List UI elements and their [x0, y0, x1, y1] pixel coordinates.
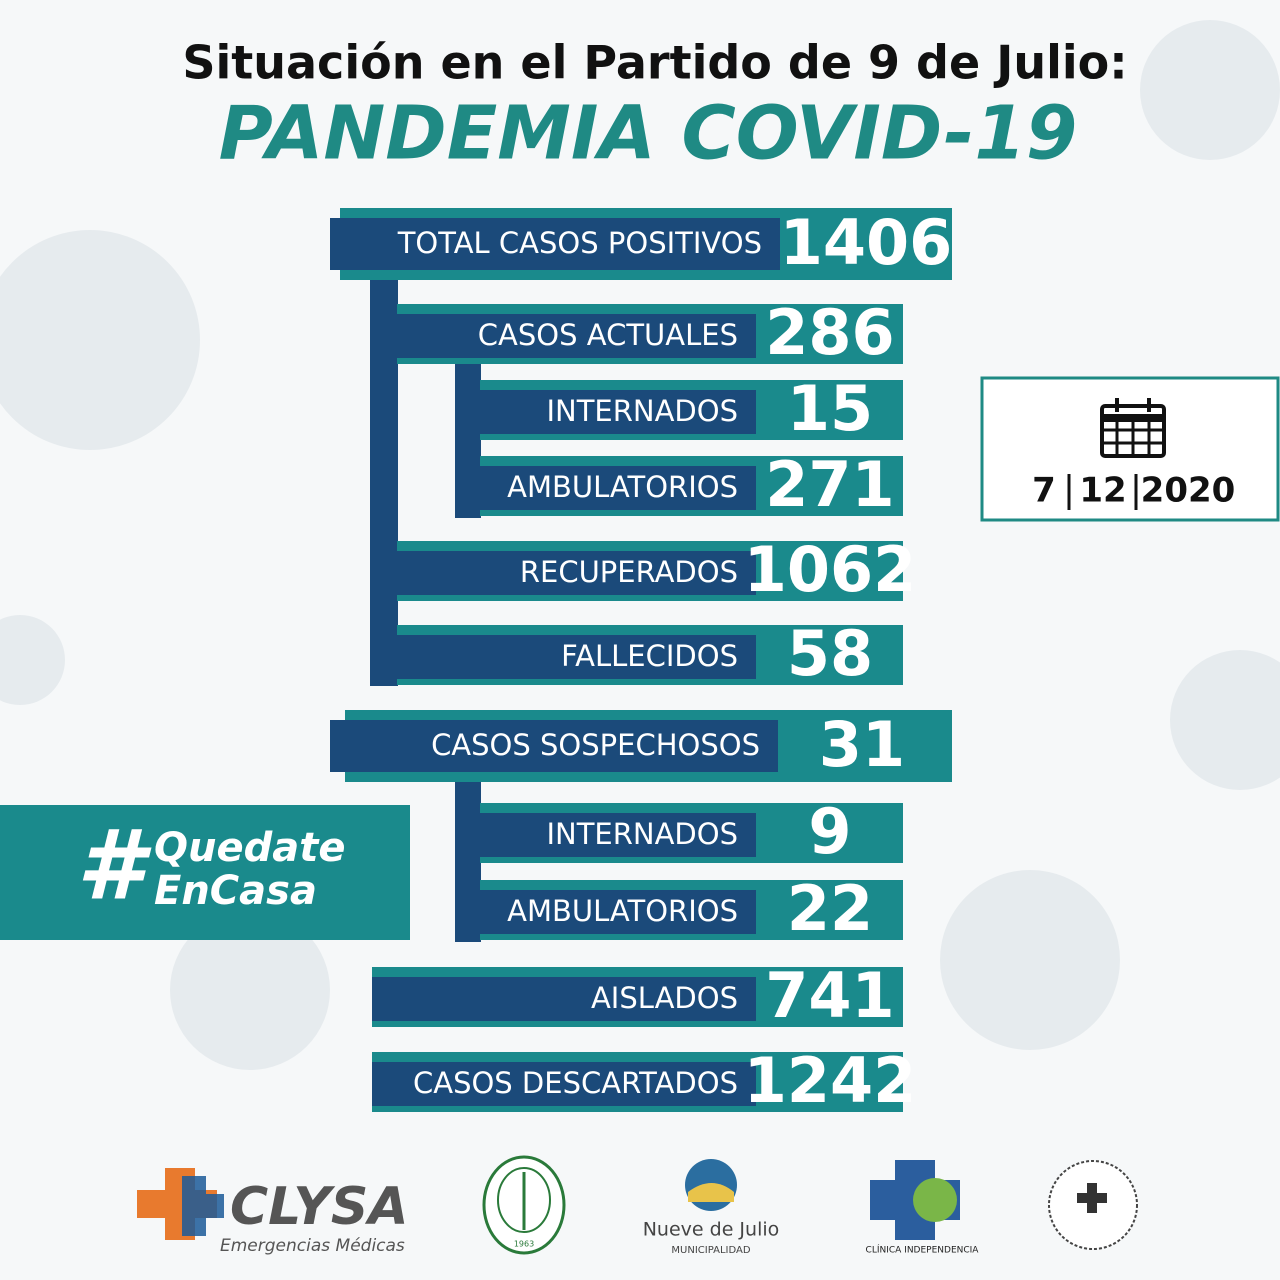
- stat-label-box: [330, 720, 778, 772]
- stat-label-box: [480, 466, 756, 510]
- date-box: [980, 376, 1280, 522]
- logo-text: MUNICIPALIDAD: [671, 1245, 750, 1256]
- stat-label-box: [397, 635, 756, 679]
- stat-label: INTERNADOS: [546, 394, 738, 428]
- logo-text: CLYSA: [230, 1177, 409, 1237]
- logo-text: Emergencias Médicas: [220, 1236, 405, 1256]
- stat-label: CASOS ACTUALES: [478, 318, 738, 352]
- date-year: 2020: [1141, 471, 1236, 511]
- hashtag-symbol: #: [77, 809, 152, 921]
- virus-decoration: [0, 20, 1280, 1070]
- stat-label: AMBULATORIOS: [507, 894, 738, 928]
- subtitle: PANDEMIA COVID-19: [219, 91, 1078, 177]
- logo-juzgado: [1048, 1160, 1138, 1250]
- hashtag-text: Quedate: [154, 825, 345, 871]
- stat-value: 58: [787, 617, 873, 690]
- logo-text: Nueve de Julio: [643, 1219, 780, 1241]
- stat-label: TOTAL CASOS POSITIVOS: [397, 226, 762, 260]
- logo-text: CLÍNICA INDEPENDENCIA: [866, 1244, 980, 1256]
- stat-value: 1242: [744, 1044, 917, 1117]
- date-day: 7: [1032, 471, 1056, 511]
- stat-rows: TOTAL CASOS POSITIVOS 1406 CASOS ACTUALES 2…: [330, 206, 952, 1117]
- stat-label: AMBULATORIOS: [507, 470, 738, 504]
- logo-clinica: CLÍNICA INDEPENDENCIA: [866, 1160, 980, 1256]
- stat-label: CASOS SOSPECHOSOS: [431, 728, 760, 762]
- stat-label: RECUPERADOS: [520, 555, 738, 589]
- stat-label-box: [397, 314, 756, 358]
- stat-label-box: [372, 1062, 756, 1106]
- logo-municipio: Nueve de Julio MUNICIPALIDAD: [643, 1159, 780, 1256]
- stat-value: 31: [819, 708, 905, 781]
- stat-label: CASOS DESCARTADOS: [413, 1066, 738, 1100]
- connector: [455, 770, 481, 942]
- stat-label-box: [480, 390, 756, 434]
- hashtag-text: EnCasa: [154, 868, 317, 914]
- stat-value: 286: [765, 296, 894, 369]
- calendar-icon: [1100, 398, 1166, 458]
- stat-label: AISLADOS: [591, 981, 738, 1015]
- stat-value: 1406: [780, 206, 953, 279]
- date-month: 12: [1079, 471, 1126, 511]
- logo-clysa: CLYSA Emergencias Médicas: [137, 1168, 409, 1256]
- title: Situación en el Partido de 9 de Julio:: [182, 36, 1127, 90]
- stat-value: 22: [787, 872, 873, 945]
- stat-value: 1062: [744, 533, 917, 606]
- connector: [370, 268, 398, 686]
- stat-value: 741: [765, 959, 894, 1032]
- logo-text: 1963: [514, 1240, 534, 1249]
- stat-label-box: [330, 218, 780, 270]
- stat-label-box: [480, 890, 756, 934]
- stat-value: 15: [787, 372, 873, 445]
- stat-label-box: [397, 551, 756, 595]
- connector: [455, 356, 481, 518]
- logo-circulo: 1963: [482, 1155, 566, 1255]
- stat-label: FALLECIDOS: [561, 639, 738, 673]
- stat-label: INTERNADOS: [546, 817, 738, 851]
- stat-label-box: [480, 813, 756, 857]
- stat-value: 271: [765, 448, 894, 521]
- stat-label-box: [372, 977, 756, 1021]
- stat-value: 9: [808, 795, 851, 868]
- hashtag-box: [0, 805, 410, 940]
